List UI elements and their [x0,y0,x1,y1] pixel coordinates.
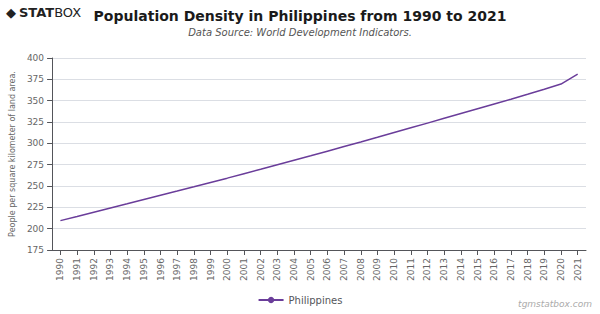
svg-text:1990: 1990 [55,258,65,281]
svg-text:1992: 1992 [89,258,99,281]
svg-text:175: 175 [27,245,44,255]
svg-text:2004: 2004 [289,258,299,281]
svg-text:2007: 2007 [339,258,349,281]
svg-text:Philippines: Philippines [289,295,343,306]
svg-text:tgmstatbox.com: tgmstatbox.com [518,299,592,309]
svg-text:2001: 2001 [239,258,249,281]
svg-text:2015: 2015 [473,258,483,281]
svg-text:2018: 2018 [523,258,533,281]
svg-text:STAT: STAT [19,5,54,20]
svg-text:2005: 2005 [306,258,316,281]
svg-text:375: 375 [27,74,44,84]
svg-text:350: 350 [27,96,44,106]
svg-text:1999: 1999 [206,258,216,281]
svg-text:2011: 2011 [406,258,416,281]
svg-text:1991: 1991 [72,258,82,281]
svg-text:1998: 1998 [189,258,199,281]
svg-text:2008: 2008 [356,258,366,281]
svg-text:2019: 2019 [539,258,549,281]
svg-text:2002: 2002 [256,258,266,281]
svg-text:400: 400 [27,53,44,63]
svg-text:325: 325 [27,117,44,127]
svg-text:Data Source: World Development: Data Source: World Development Indicator… [188,27,412,38]
svg-text:1996: 1996 [156,258,166,281]
svg-text:1993: 1993 [105,258,115,281]
svg-text:2003: 2003 [272,258,282,281]
svg-text:2017: 2017 [506,258,516,281]
svg-text:225: 225 [27,202,44,212]
svg-text:300: 300 [27,138,44,148]
svg-text:BOX: BOX [54,5,81,20]
svg-text:◆: ◆ [6,5,16,20]
svg-text:2020: 2020 [556,258,566,281]
svg-text:2010: 2010 [389,258,399,281]
svg-text:2013: 2013 [439,258,449,281]
svg-text:2016: 2016 [489,258,499,281]
svg-text:2006: 2006 [322,258,332,281]
svg-text:1995: 1995 [139,258,149,281]
svg-text:275: 275 [27,160,44,170]
svg-text:250: 250 [27,181,44,191]
svg-text:2012: 2012 [422,258,432,281]
svg-text:2000: 2000 [222,258,232,281]
svg-text:People per square kilometer of: People per square kilometer of land area… [8,71,17,237]
svg-text:2014: 2014 [456,258,466,281]
svg-text:2009: 2009 [372,258,382,281]
svg-text:200: 200 [27,224,44,234]
svg-text:2021: 2021 [573,258,583,281]
svg-text:1994: 1994 [122,258,132,281]
svg-text:Population Density in Philippi: Population Density in Philippines from 1… [94,8,507,24]
svg-text:1997: 1997 [172,258,182,281]
